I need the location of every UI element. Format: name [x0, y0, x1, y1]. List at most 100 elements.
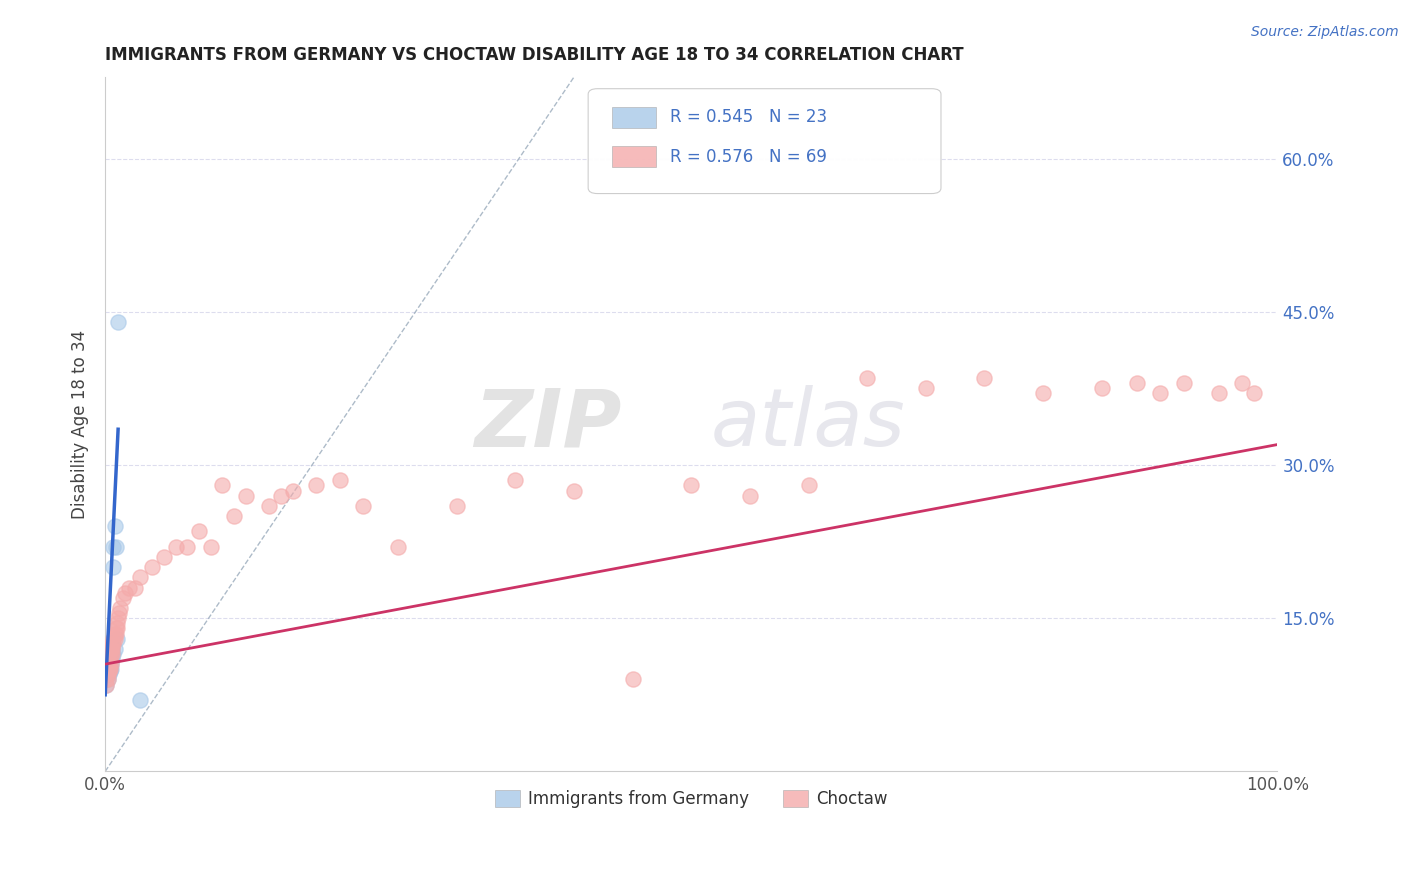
Point — [96, 662, 118, 676]
Point — [107, 611, 129, 625]
Point — [1090, 381, 1112, 395]
Point — [100, 657, 122, 672]
Text: R = 0.576   N = 69: R = 0.576 N = 69 — [671, 148, 827, 166]
Point — [103, 647, 125, 661]
Point — [96, 673, 118, 687]
Point — [97, 667, 120, 681]
Point — [103, 560, 125, 574]
Point — [108, 606, 131, 620]
Point — [118, 581, 141, 595]
FancyBboxPatch shape — [612, 146, 657, 167]
Point — [110, 601, 132, 615]
Point — [105, 621, 128, 635]
Point — [101, 652, 124, 666]
Point — [104, 626, 127, 640]
Point — [1149, 386, 1171, 401]
Point — [100, 652, 122, 666]
Point — [97, 665, 120, 679]
Point — [101, 641, 124, 656]
Point — [329, 473, 352, 487]
Point — [97, 657, 120, 672]
Point — [224, 509, 246, 524]
Point — [235, 489, 257, 503]
Point — [96, 667, 118, 681]
Point — [105, 632, 128, 646]
Point — [738, 489, 761, 503]
Point — [387, 540, 409, 554]
Point — [101, 637, 124, 651]
Point — [98, 641, 121, 656]
Point — [103, 540, 125, 554]
Point — [104, 519, 127, 533]
Point — [101, 647, 124, 661]
Point — [141, 560, 163, 574]
Point — [1032, 386, 1054, 401]
Point — [104, 641, 127, 656]
Point — [100, 641, 122, 656]
Point — [305, 478, 328, 492]
Point — [562, 483, 585, 498]
Y-axis label: Disability Age 18 to 34: Disability Age 18 to 34 — [72, 329, 89, 518]
FancyBboxPatch shape — [588, 88, 941, 194]
Point — [281, 483, 304, 498]
Point — [165, 540, 187, 554]
Point — [352, 499, 374, 513]
Point — [188, 524, 211, 539]
Point — [129, 693, 152, 707]
Point — [124, 581, 146, 595]
Text: R = 0.545   N = 23: R = 0.545 N = 23 — [671, 108, 827, 126]
Point — [681, 478, 703, 492]
Point — [96, 673, 118, 687]
Point — [96, 677, 118, 691]
Point — [1243, 386, 1265, 401]
Point — [101, 641, 124, 656]
Point — [98, 657, 121, 672]
Point — [1173, 376, 1195, 391]
Text: IMMIGRANTS FROM GERMANY VS CHOCTAW DISABILITY AGE 18 TO 34 CORRELATION CHART: IMMIGRANTS FROM GERMANY VS CHOCTAW DISAB… — [105, 46, 965, 64]
Point — [98, 665, 121, 679]
Point — [100, 657, 122, 672]
Point — [259, 499, 281, 513]
Point — [914, 381, 936, 395]
Point — [1125, 376, 1147, 391]
Point — [97, 662, 120, 676]
Point — [100, 662, 122, 676]
Point — [446, 499, 468, 513]
Point — [100, 647, 122, 661]
Point — [856, 371, 879, 385]
Point — [176, 540, 198, 554]
Point — [973, 371, 995, 385]
Point — [111, 591, 134, 605]
Point — [104, 621, 127, 635]
Point — [98, 652, 121, 666]
Point — [96, 667, 118, 681]
Point — [98, 662, 121, 676]
Point — [1232, 376, 1254, 391]
Point — [103, 632, 125, 646]
Point — [96, 673, 118, 687]
Point — [200, 540, 222, 554]
Point — [211, 478, 233, 492]
Point — [103, 637, 125, 651]
Point — [270, 489, 292, 503]
Point — [1208, 386, 1230, 401]
Point — [114, 585, 136, 599]
Point — [97, 647, 120, 661]
Point — [505, 473, 527, 487]
Point — [105, 616, 128, 631]
Point — [96, 677, 118, 691]
Point — [98, 662, 121, 676]
Text: ZIP: ZIP — [474, 385, 621, 463]
Text: Source: ZipAtlas.com: Source: ZipAtlas.com — [1251, 25, 1399, 39]
Point — [153, 549, 176, 564]
Point — [104, 540, 127, 554]
Point — [621, 673, 644, 687]
FancyBboxPatch shape — [612, 107, 657, 128]
Point — [104, 632, 127, 646]
Point — [797, 478, 820, 492]
Point — [96, 657, 118, 672]
Text: atlas: atlas — [711, 385, 905, 463]
Point — [104, 626, 127, 640]
Point — [107, 315, 129, 329]
Point — [101, 647, 124, 661]
